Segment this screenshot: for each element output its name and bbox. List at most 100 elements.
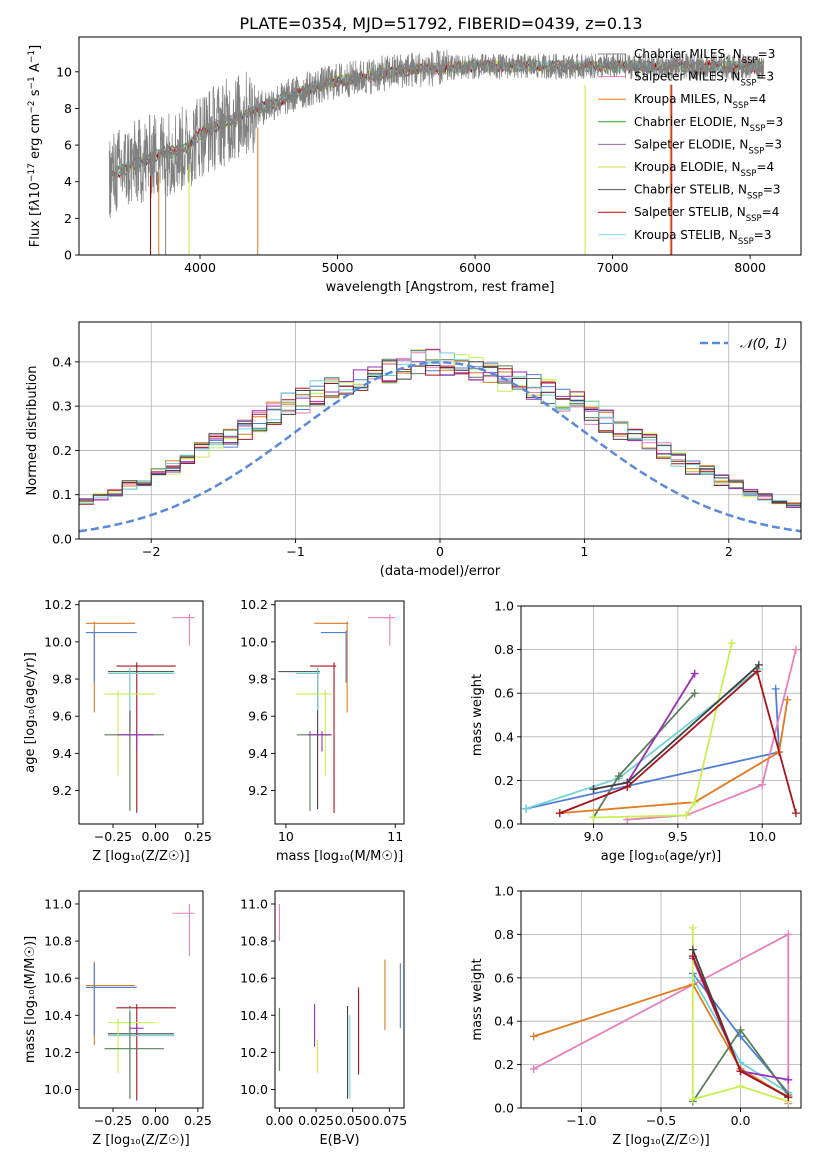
- weight-series-marker: [758, 780, 767, 789]
- y-tick-label: 4: [64, 174, 72, 189]
- y-axis-label: mass weight: [470, 674, 485, 756]
- weight-series-line: [525, 668, 760, 810]
- x-tick-label: 0.00: [142, 1113, 170, 1128]
- legend-subscript: SSP: [741, 169, 757, 179]
- y-tick-label: 9.2: [248, 783, 268, 798]
- panel-residual-hist: −2 −1 0 1 2 0.0 0.1 0.2 0.3 0.4 (data-model)/error…: [25, 321, 802, 579]
- x-tick-label: 0.25: [184, 829, 212, 844]
- x-tick-label: −0.25: [94, 829, 132, 844]
- x-tick-label: 5000: [322, 260, 354, 275]
- y-tick-label: 10: [56, 64, 72, 79]
- residual-histogram: [79, 349, 801, 510]
- y-tick-label: 11.0: [44, 896, 72, 911]
- x-tick-label: 4000: [184, 260, 216, 275]
- legend-subscript: SSP: [747, 192, 763, 202]
- weight-series-marker: [727, 639, 736, 648]
- y-tick-label: 0.8: [494, 927, 514, 942]
- plot-area: [79, 348, 801, 533]
- y-tick-label: 9.4: [248, 746, 268, 761]
- y-tick-label: 9.6: [248, 709, 268, 724]
- weight-series-marker: [754, 660, 763, 669]
- weight-series-line: [533, 983, 789, 1098]
- y-tick-label: 0.8: [494, 642, 514, 657]
- x-tick-label: 11: [387, 829, 403, 844]
- x-tick-label: 9.5: [668, 829, 688, 844]
- weight-series-marker: [784, 930, 793, 939]
- errorbar-point: [104, 731, 164, 811]
- x-tick-label: −0.5: [646, 1113, 676, 1128]
- errorbar-point: [85, 963, 137, 1036]
- errorbar-point: [116, 662, 176, 813]
- weight-series-marker: [688, 923, 697, 932]
- x-axis-label: wavelength [Angstrom, rest frame]: [326, 280, 555, 295]
- errorbar-point: [118, 731, 154, 752]
- errorbar-point: [85, 961, 136, 1045]
- y-tick-label: 10.0: [240, 634, 268, 649]
- errorbar-point: [295, 667, 320, 711]
- weight-series-marker: [791, 809, 800, 818]
- y-tick-label: 0.1: [52, 487, 72, 502]
- y-axis-label: mass weight: [470, 958, 485, 1040]
- errorbar-point: [107, 1018, 156, 1073]
- x-tick-label: −0.25: [94, 1113, 132, 1128]
- axes-frame: [520, 605, 802, 825]
- y-tick-label: 0.4: [494, 729, 514, 744]
- x-axis-label: age [log₁₀(age/yr)]: [601, 849, 722, 864]
- y-tick-label: 0.0: [52, 532, 72, 547]
- errorbar-point: [116, 1004, 176, 1101]
- x-tick-label: 10.0: [748, 829, 776, 844]
- weight-series-marker: [784, 1075, 793, 1084]
- y-tick-label: 0.0: [494, 817, 514, 832]
- y-tick-label: 10.4: [240, 1008, 268, 1023]
- legend-label: Salpeter STELIB, NSSP=4: [634, 205, 779, 224]
- weight-series-marker: [522, 804, 531, 813]
- weight-series-line: [593, 642, 733, 819]
- panel-age-vs-Z: −0.25 0.00 0.25 9.2 9.4 9.6 9.8 10.0 10.2 Z [log₁…: [23, 597, 212, 864]
- legend-subscript: SSP: [742, 56, 758, 66]
- y-tick-label: 10.2: [240, 597, 268, 612]
- y-tick-label: 0: [64, 248, 72, 263]
- residual-histogram: [79, 362, 801, 511]
- y-tick-label: 0.3: [52, 399, 72, 414]
- weight-series-marker: [688, 1095, 697, 1104]
- legend-subscript: SSP: [733, 101, 749, 111]
- plot-area: [108, 49, 765, 255]
- legend-label: Kroupa ELODIE, NSSP=4: [634, 160, 774, 179]
- legend-subscript: SSP: [748, 146, 764, 156]
- axes-frame: [274, 890, 405, 1109]
- y-tick-label: 2: [64, 211, 72, 226]
- legend-tail: =4: [756, 160, 774, 174]
- legend-label: 𝒩(0, 1): [740, 337, 787, 352]
- axes-frame: [78, 890, 204, 1109]
- y-tick-label: 11.0: [240, 896, 268, 911]
- x-tick-label: 0.00: [142, 829, 170, 844]
- errorbar-point: [172, 614, 195, 646]
- y-tick-label: 1.0: [494, 599, 514, 614]
- x-tick-label: −2: [142, 544, 160, 559]
- legend-tail: =3: [764, 137, 782, 151]
- y-tick-label: 6: [64, 138, 72, 153]
- panel-spectrum: 4000 5000 6000 7000 8000 0 2 4 6 8 10 wavelength [A…: [27, 36, 802, 295]
- errorbar-point: [307, 731, 331, 752]
- x-tick-label: 0.25: [184, 1113, 212, 1128]
- figure-title: PLATE=0354, MJD=51792, FIBERID=0439, z=0…: [239, 14, 642, 33]
- y-tick-label: 10.2: [44, 597, 72, 612]
- weight-series-marker: [736, 1082, 745, 1091]
- y-tick-label: 10.2: [240, 1045, 268, 1060]
- y-tick-label: 10.6: [44, 971, 72, 986]
- errorbar-point: [295, 690, 332, 776]
- panel-age-vs-mass: 10 11 9.2 9.4 9.6 9.8 10.0 10.2 mass [log₁₀(M/M☉…: [240, 597, 405, 864]
- errorbar-point: [104, 1011, 164, 1099]
- y-tick-label: 0.0: [494, 1101, 514, 1116]
- weight-series-marker: [614, 772, 623, 781]
- weight-series-line: [691, 927, 789, 1103]
- legend-tail: =3: [758, 47, 776, 61]
- weight-series-line: [559, 699, 789, 814]
- errorbar-point: [172, 903, 195, 956]
- errorbar-point: [85, 630, 137, 683]
- axes-frame: [78, 321, 802, 540]
- y-tick-label: 0.2: [494, 773, 514, 788]
- y-tick-label: 10.8: [240, 934, 268, 949]
